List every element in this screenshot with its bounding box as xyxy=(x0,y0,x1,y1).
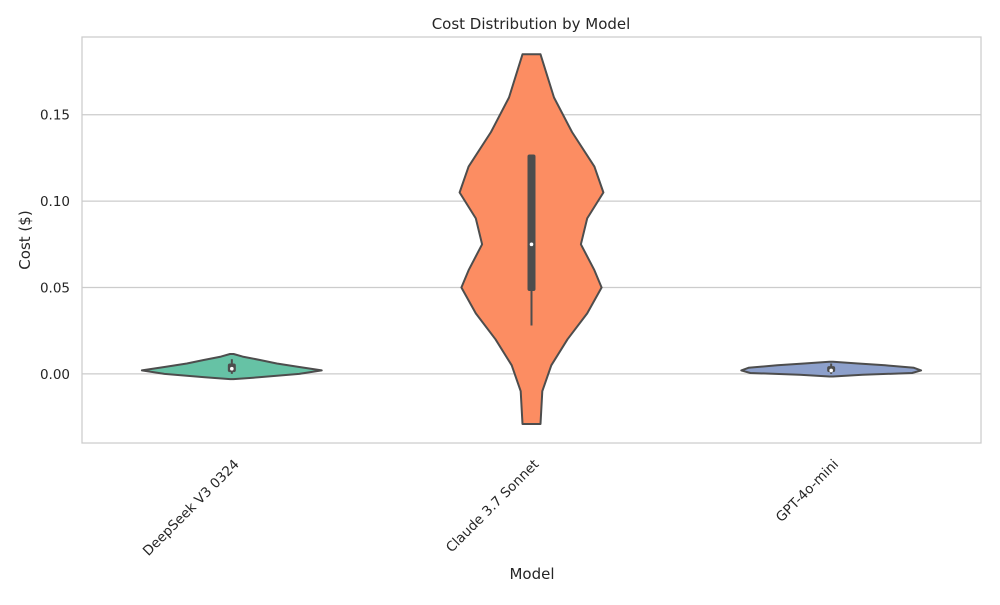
y-tick-label-0: 0.00 xyxy=(40,367,70,383)
x-axis-label: Model xyxy=(509,565,554,583)
violin-median-2 xyxy=(829,368,833,373)
violin-box-1 xyxy=(527,154,536,291)
violins xyxy=(140,53,923,425)
x-tick-label-0: DeepSeek V3 0324 xyxy=(140,457,243,560)
y-axis-label: Cost ($) xyxy=(16,210,34,269)
y-tick-label-1: 0.05 xyxy=(40,281,70,297)
y-ticks: 0.00 0.05 0.10 0.15 xyxy=(40,108,70,383)
plot-frame xyxy=(81,36,982,444)
y-tick-label-3: 0.15 xyxy=(40,108,70,124)
x-ticks: DeepSeek V3 0324 Claude 3.7 Sonnet GPT-4o-… xyxy=(140,457,842,560)
chart-title: Cost Distribution by Model xyxy=(432,15,631,33)
violin-median-1 xyxy=(529,242,534,247)
y-tick-label-2: 0.10 xyxy=(40,194,70,210)
x-tick-label-1: Claude 3.7 Sonnet xyxy=(443,457,542,556)
violin-median-0 xyxy=(230,366,234,371)
x-tick-label-2: GPT-4o-mini xyxy=(773,457,842,526)
